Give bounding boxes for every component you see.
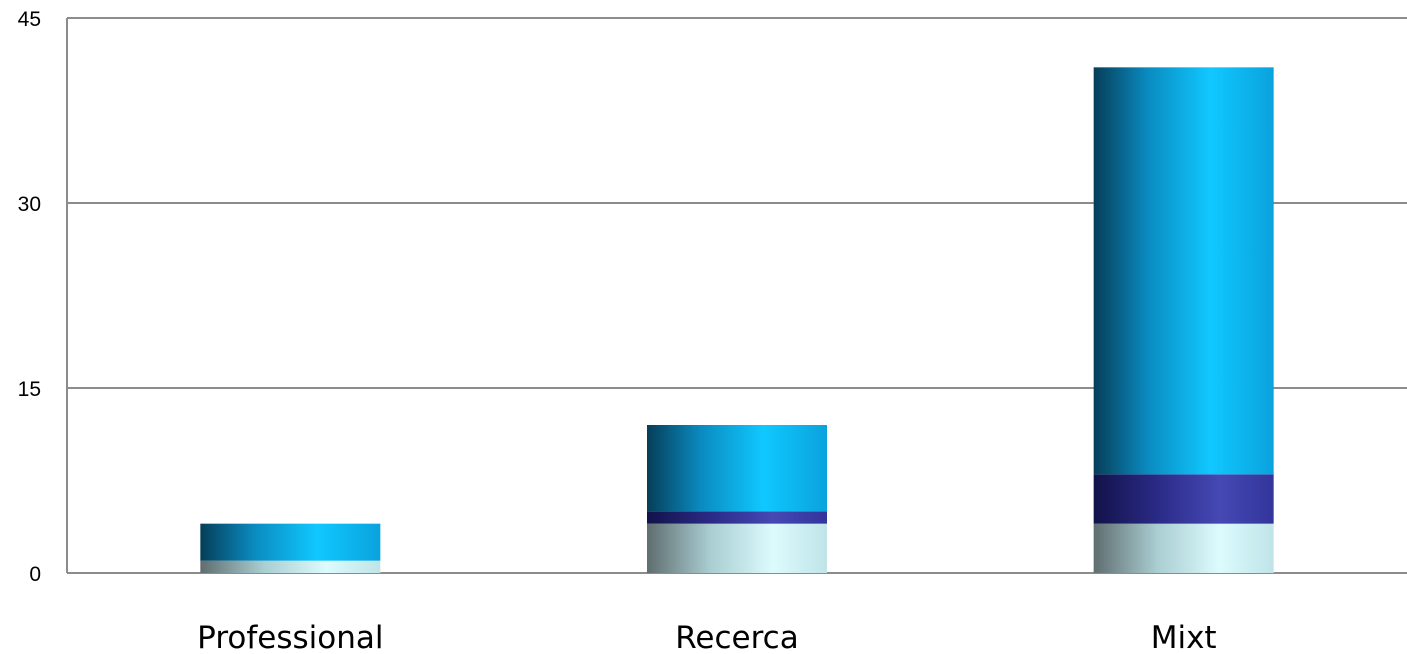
bar-segment (1093, 474, 1274, 524)
bar-segment (200, 523, 381, 561)
y-tick-label: 0 (29, 563, 41, 586)
bar-segment (1093, 67, 1274, 475)
y-tick-label: 15 (18, 378, 41, 401)
y-tick-label: 30 (18, 193, 41, 216)
bar-segment (647, 511, 827, 524)
x-category-label: Recerca (675, 620, 798, 654)
bar-segment (647, 523, 827, 573)
x-category-label: Mixt (1151, 620, 1217, 654)
x-category-label: Professional (197, 620, 383, 654)
y-tick-label: 45 (18, 8, 41, 31)
bars (200, 67, 1274, 573)
bar-segment (200, 560, 381, 573)
bar-segment (1093, 523, 1274, 573)
axis-labels: 0 15 30 45 Professional Recerca Mixt (18, 8, 1217, 654)
bar-segment (647, 425, 827, 512)
